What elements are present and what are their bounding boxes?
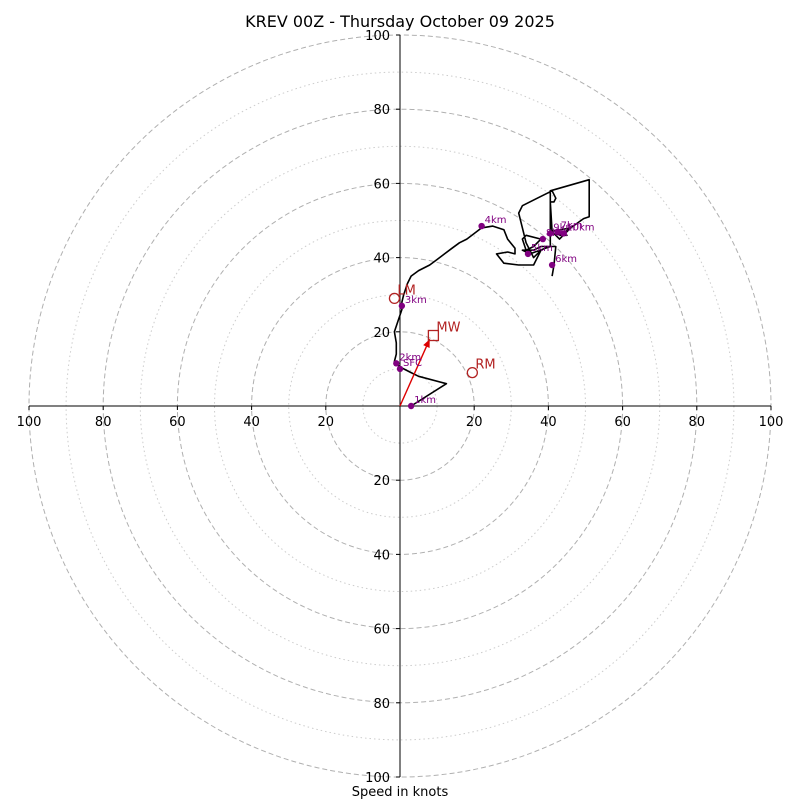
chart-title: KREV 00Z - Thursday October 09 2025 (245, 12, 555, 31)
km-label: 6km (555, 254, 577, 265)
y-tick-label-up: 60 (373, 177, 390, 192)
km-marker (398, 302, 406, 310)
mean-wind-arrow-head (423, 339, 430, 348)
km-label: 5km (531, 243, 553, 254)
km-marker (547, 230, 554, 237)
km-marker (407, 402, 415, 410)
x-tick-label: 80 (95, 415, 112, 430)
x-tick-label: 20 (318, 415, 335, 430)
x-axis-label: Speed in knots (352, 785, 449, 800)
y-tick-label-down: 40 (373, 548, 390, 563)
storm-motion-markers: LM RM MW (388, 283, 496, 379)
y-tick-label-down: 20 (373, 474, 390, 489)
y-tick-label-down: 60 (373, 623, 390, 638)
km-label: 7km (561, 221, 583, 232)
storm-marker-lm (388, 292, 401, 305)
tick-labels: 100 80 60 40 20 20 40 60 80 100 20 40 60 80 100 20 40 60 8… (17, 29, 784, 786)
storm-label-mw: MW (436, 321, 460, 336)
mean-wind-arrow-shaft (399, 338, 431, 407)
y-tick-label-down: 100 (365, 771, 390, 786)
km-marker (548, 261, 556, 269)
km-label: SFC (403, 358, 422, 369)
storm-marker-rm (466, 366, 478, 379)
storm-label-lm: LM (397, 283, 415, 298)
y-tick-label-up: 100 (365, 29, 390, 44)
x-tick-label: 40 (243, 415, 260, 430)
x-tick-label: 60 (614, 415, 631, 430)
storm-marker-mw (427, 329, 440, 342)
km-marker (539, 235, 547, 243)
km-label: 10km (566, 222, 594, 233)
y-tick-label-up: 20 (373, 326, 390, 341)
x-tick-label: 100 (17, 415, 42, 430)
mean-wind-vector (399, 338, 431, 407)
y-tick-label-down: 80 (373, 697, 390, 712)
x-tick-label: 20 (466, 415, 483, 430)
km-label: 4km (485, 215, 507, 226)
km-marker (560, 230, 567, 237)
km-label: 3km (405, 295, 427, 306)
km-label: 1km (414, 395, 436, 406)
y-tick-label-up: 80 (373, 103, 390, 118)
storm-label-rm: RM (475, 358, 495, 373)
y-tick-label-up: 40 (373, 252, 390, 267)
km-marker (393, 360, 400, 367)
x-tick-label: 100 (759, 415, 784, 430)
km-label: 2km (399, 352, 421, 363)
x-tick-label: 40 (540, 415, 557, 430)
km-label: 9km (553, 222, 575, 233)
km-marker (554, 228, 561, 235)
km-label: 8km (546, 228, 568, 239)
km-marker (524, 250, 532, 258)
km-marker (478, 222, 485, 230)
km-marker (396, 365, 404, 373)
x-tick-label: 80 (689, 415, 706, 430)
x-tick-label: 60 (169, 415, 186, 430)
